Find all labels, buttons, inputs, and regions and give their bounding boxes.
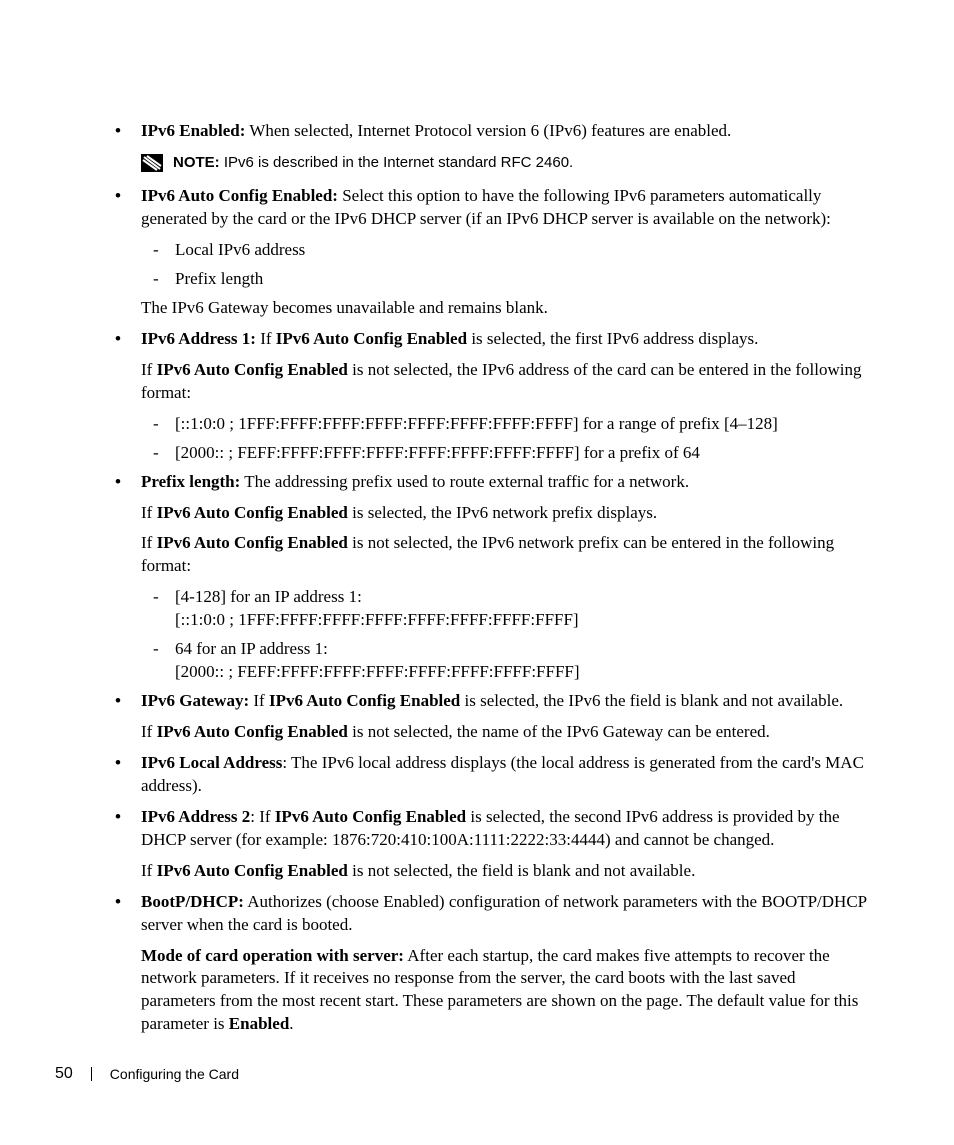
body-text: is not selected, the field is blank and … [348, 861, 695, 880]
sub-text: 64 for an IP address 1: [2000:: ; FEFF:F… [175, 639, 580, 681]
body-text: If [141, 533, 157, 552]
body-paragraph: If IPv6 Auto Config Enabled is not selec… [115, 532, 874, 578]
sub-item: 64 for an IP address 1: [2000:: ; FEFF:F… [115, 638, 874, 684]
sub-item: [4-128] for an IP address 1: [::1:0:0 ; … [115, 586, 874, 632]
body-paragraph: Mode of card operation with server: Afte… [115, 945, 874, 1037]
term: IPv6 Local Address [141, 753, 282, 772]
term-inline: IPv6 Auto Config Enabled [157, 360, 348, 379]
sub-text: [4-128] for an IP address 1: [::1:0:0 ; … [175, 587, 579, 629]
body-text: . [289, 1014, 293, 1033]
sub-item: Local IPv6 address [115, 239, 874, 262]
document-page: IPv6 Enabled: When selected, Internet Pr… [0, 0, 954, 1145]
sub-item: [2000:: ; FEFF:FFFF:FFFF:FFFF:FFFF:FFFF:… [115, 442, 874, 465]
body-text: If [256, 329, 276, 348]
body-text: If [249, 691, 269, 710]
bullet-ipv6-address-2: IPv6 Address 2: If IPv6 Auto Config Enab… [115, 806, 874, 852]
term: IPv6 Enabled: [141, 121, 245, 140]
body-text: The addressing prefix used to route exte… [240, 472, 689, 491]
body-paragraph: If IPv6 Auto Config Enabled is not selec… [115, 860, 874, 883]
body-text: : If [250, 807, 275, 826]
body-paragraph: If IPv6 Auto Config Enabled is not selec… [115, 359, 874, 405]
body-text: If [141, 360, 157, 379]
note-text: NOTE: IPv6 is described in the Internet … [173, 153, 573, 173]
body-paragraph: If IPv6 Auto Config Enabled is not selec… [115, 721, 874, 744]
body-text: When selected, Internet Protocol version… [245, 121, 731, 140]
bullet-ipv6-auto-config: IPv6 Auto Config Enabled: Select this op… [115, 185, 874, 231]
term-inline: IPv6 Auto Config Enabled [157, 533, 348, 552]
body-text: If [141, 503, 157, 522]
bullet-ipv6-enabled: IPv6 Enabled: When selected, Internet Pr… [115, 120, 874, 143]
body-text: The IPv6 Gateway becomes unavailable and… [115, 297, 874, 320]
sub-text: Local IPv6 address [175, 240, 305, 259]
bullet-prefix-length: Prefix length: The addressing prefix use… [115, 471, 874, 494]
body-text: is selected, the IPv6 network prefix dis… [348, 503, 657, 522]
note-icon [141, 154, 163, 172]
term: IPv6 Address 2 [141, 807, 250, 826]
term: IPv6 Gateway: [141, 691, 249, 710]
body-text: is not selected, the name of the IPv6 Ga… [348, 722, 770, 741]
body-text: If [141, 861, 157, 880]
term-inline: IPv6 Auto Config Enabled [157, 722, 348, 741]
bullet-ipv6-gateway: IPv6 Gateway: If IPv6 Auto Config Enable… [115, 690, 874, 713]
term: BootP/DHCP: [141, 892, 244, 911]
body-paragraph: If IPv6 Auto Config Enabled is selected,… [115, 502, 874, 525]
term-inline: Mode of card operation with server: [141, 946, 404, 965]
term: Prefix length: [141, 472, 240, 491]
term-inline: IPv6 Auto Config Enabled [269, 691, 460, 710]
footer-divider [91, 1067, 92, 1081]
term-inline: IPv6 Auto Config Enabled [276, 329, 467, 348]
sub-text: [::1:0:0 ; 1FFF:FFFF:FFFF:FFFF:FFFF:FFFF… [175, 414, 778, 433]
term-inline: Enabled [229, 1014, 289, 1033]
sub-item: Prefix length [115, 268, 874, 291]
note-body: IPv6 is described in the Internet standa… [220, 154, 574, 171]
body-text: Authorizes (choose Enabled) configuratio… [141, 892, 867, 934]
bullet-ipv6-local-address: IPv6 Local Address: The IPv6 local addre… [115, 752, 874, 798]
bullet-bootp-dhcp: BootP/DHCP: Authorizes (choose Enabled) … [115, 891, 874, 937]
term-inline: IPv6 Auto Config Enabled [157, 503, 348, 522]
body-text: is selected, the IPv6 the field is blank… [460, 691, 843, 710]
term-inline: IPv6 Auto Config Enabled [157, 861, 348, 880]
body-text: If [141, 722, 157, 741]
page-footer: 50 Configuring the Card [55, 1063, 239, 1085]
term: IPv6 Auto Config Enabled: [141, 186, 338, 205]
term-inline: IPv6 Auto Config Enabled [275, 807, 466, 826]
sub-text: [2000:: ; FEFF:FFFF:FFFF:FFFF:FFFF:FFFF:… [175, 443, 700, 462]
page-number: 50 [55, 1063, 73, 1085]
section-title: Configuring the Card [110, 1065, 239, 1084]
sub-item: [::1:0:0 ; 1FFF:FFFF:FFFF:FFFF:FFFF:FFFF… [115, 413, 874, 436]
sub-text: Prefix length [175, 269, 263, 288]
note-callout: NOTE: IPv6 is described in the Internet … [141, 153, 874, 173]
term: IPv6 Address 1: [141, 329, 256, 348]
note-label: NOTE: [173, 154, 220, 171]
body-text: is selected, the first IPv6 address disp… [467, 329, 758, 348]
bullet-ipv6-address-1: IPv6 Address 1: If IPv6 Auto Config Enab… [115, 328, 874, 351]
